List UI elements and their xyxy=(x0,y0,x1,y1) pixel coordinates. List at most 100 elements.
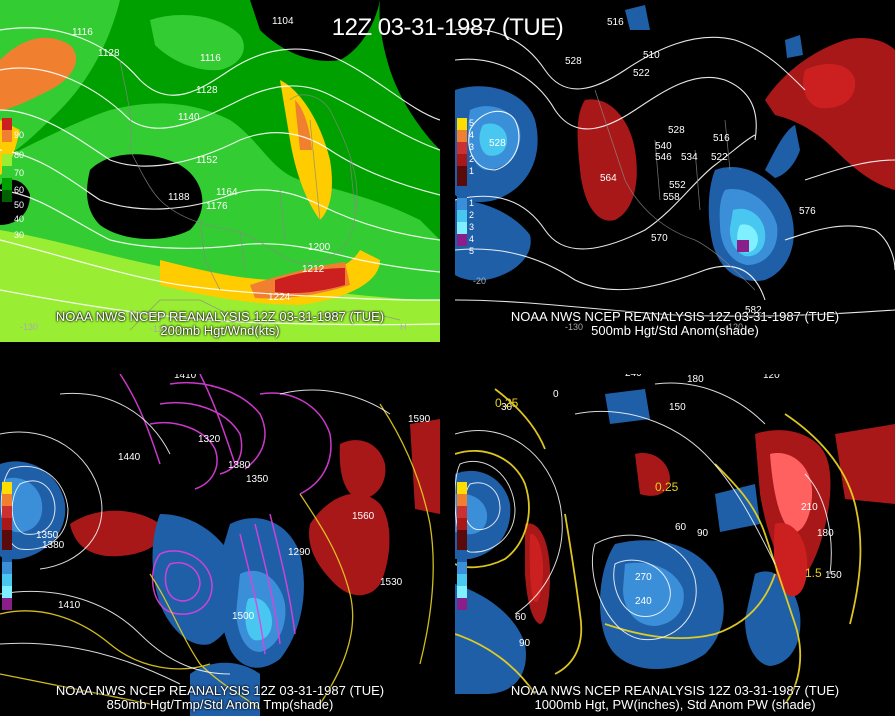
legend-label-50: 50 xyxy=(14,200,25,210)
height-label: 1116 xyxy=(200,53,221,64)
height-label: 0 xyxy=(553,389,559,400)
legend-label: 2 xyxy=(469,210,475,220)
height-label: 1128 xyxy=(196,85,218,96)
height-label: 30 xyxy=(501,402,513,413)
height-label: 522 xyxy=(633,68,650,79)
legend-label-60: 60 xyxy=(14,185,25,195)
legend-850mb xyxy=(2,482,12,610)
map-850mb xyxy=(0,374,440,716)
height-label: 270 xyxy=(635,572,652,583)
height-label: 210 xyxy=(801,502,818,513)
height-label: 1290 xyxy=(288,547,311,558)
height-label: 1350 xyxy=(246,474,269,485)
height-label: 1380 xyxy=(228,460,251,471)
height-label: 576 xyxy=(799,206,816,217)
panel-caption-line1: NOAA NWS NCEP REANALYSIS 12Z 03-31-1987 … xyxy=(55,683,385,698)
panel-caption-line1: NOAA NWS NCEP REANALYSIS 12Z 03-31-1987 … xyxy=(510,683,840,698)
height-label: 1530 xyxy=(380,577,403,588)
height-label: 90 xyxy=(697,528,709,539)
legend-label-70: 70 xyxy=(14,168,25,178)
panel-caption-line2: 500mb Hgt/Std Anom(shade) xyxy=(591,323,759,338)
panel-caption-line2: 850mb Hgt/Tmp/Std Anom Tmp(shade) xyxy=(106,697,334,712)
height-label: 1410 xyxy=(58,600,81,611)
legend-200mb xyxy=(2,118,12,202)
height-label: 540 xyxy=(655,141,672,152)
legend-label: 3 xyxy=(469,222,475,232)
height-label: 1500 xyxy=(232,611,255,622)
panel-caption-line2: 200mb Hgt/Wnd(kts) xyxy=(160,323,280,338)
legend-label-90: 90 xyxy=(14,130,25,140)
height-label: 552 xyxy=(669,180,686,191)
height-label: 1224 xyxy=(268,292,291,303)
pw-label: 0.25 xyxy=(495,396,519,410)
height-label: 528 xyxy=(489,138,506,149)
svg-text:-120: -120 xyxy=(725,322,743,332)
pw-label: 0.25 xyxy=(655,480,679,494)
height-label: 90 xyxy=(519,638,531,649)
svg-text:-120: -120 xyxy=(150,324,168,334)
svg-text:-20: -20 xyxy=(473,276,486,286)
height-label: 120 xyxy=(763,374,780,381)
panel-850mb: 1410 1320 1440 1380 1350 1380 1290 1350 … xyxy=(0,374,440,716)
height-label: 528 xyxy=(668,125,685,136)
legend-label: 3 xyxy=(469,142,475,152)
legend-label: 5 xyxy=(469,246,475,256)
panel-200mb: -130 -120 H 90 80 70 60 50 40 30 1104 1116… xyxy=(0,0,440,342)
legend-label-30: 30 xyxy=(14,230,25,240)
height-label: 1116 xyxy=(72,27,93,38)
height-label: 240 xyxy=(625,374,642,379)
map-500mb: -20 -130 -120 xyxy=(455,0,895,342)
panel-caption-line1: NOAA NWS NCEP REANALYSIS 12Z 03-31-1987 … xyxy=(55,309,385,324)
height-label: 570 xyxy=(651,233,668,244)
map-1000mb xyxy=(455,374,895,716)
height-label: 1320 xyxy=(198,434,221,445)
height-label: 564 xyxy=(600,173,617,184)
height-label: 1212 xyxy=(302,264,325,275)
height-label: 1590 xyxy=(408,414,431,425)
legend-label: 2 xyxy=(469,154,475,164)
height-label: 180 xyxy=(817,528,834,539)
height-label: 240 xyxy=(635,596,652,607)
svg-text:-130: -130 xyxy=(20,322,38,332)
height-label: 150 xyxy=(669,402,686,413)
legend-label: 1 xyxy=(469,166,475,176)
legend-500mb xyxy=(457,118,467,246)
legend-label: 5 xyxy=(469,118,475,128)
legend-label: 4 xyxy=(469,234,475,244)
panel-500mb: -20 -130 -120 5 4 3 2 1 1 2 3 4 5 516 510 … xyxy=(455,0,895,342)
height-label: 558 xyxy=(663,192,680,203)
height-label: 582 xyxy=(745,305,762,316)
svg-text:-130: -130 xyxy=(565,322,583,332)
map-200mb: -130 -120 H xyxy=(0,0,440,342)
legend-1000mb xyxy=(457,482,467,610)
pw-label: 1.5 xyxy=(805,566,822,580)
height-label: 180 xyxy=(687,374,704,385)
legend-label: 4 xyxy=(469,130,475,140)
height-label: 1104 xyxy=(272,16,294,27)
height-label: 1200 xyxy=(308,242,331,253)
height-label: 1188 xyxy=(168,192,190,203)
height-label: 150 xyxy=(825,570,842,581)
height-label: 522 xyxy=(711,152,728,163)
legend-label-80: 80 xyxy=(14,150,25,160)
height-label: 60 xyxy=(515,612,527,623)
height-label: 528 xyxy=(565,56,582,67)
svg-text:H: H xyxy=(400,322,407,332)
height-label: 1440 xyxy=(118,452,141,463)
height-label: 1164 xyxy=(216,187,238,198)
height-label: 1410 xyxy=(174,374,197,381)
legend-label: 1 xyxy=(469,198,475,208)
height-label: 510 xyxy=(643,50,660,61)
height-label: 1560 xyxy=(352,511,375,522)
panel-caption-line2: 1000mb Hgt, PW(inches), Std Anom PW (sha… xyxy=(534,697,816,712)
height-label: 1350 xyxy=(36,530,59,541)
panel-caption-line1: NOAA NWS NCEP REANALYSIS 12Z 03-31-1987 … xyxy=(510,309,840,324)
height-label: 1140 xyxy=(178,112,200,123)
height-label: 546 xyxy=(655,152,672,163)
height-label: 60 xyxy=(675,522,687,533)
height-label: 516 xyxy=(607,17,624,28)
height-label: 1128 xyxy=(98,48,120,59)
height-label: 1152 xyxy=(196,155,218,166)
height-label: 534 xyxy=(681,152,698,163)
page-title: 12Z 03-31-1987 (TUE) xyxy=(331,14,564,41)
